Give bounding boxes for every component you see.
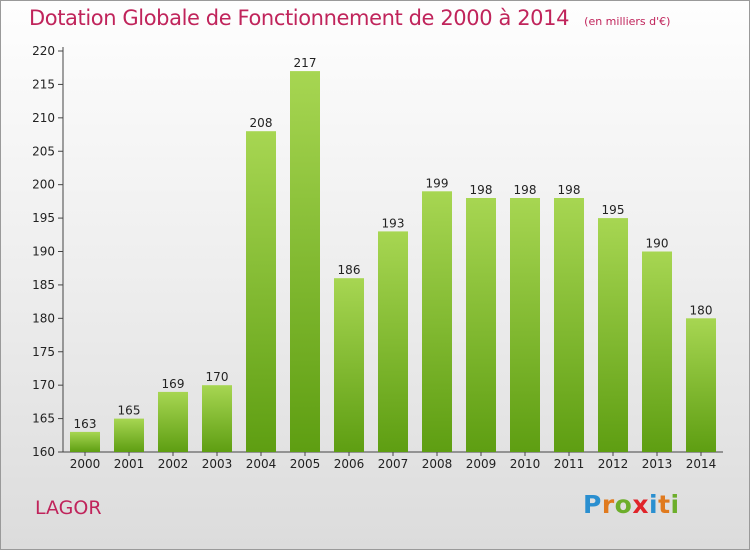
x-tick-label-2013: 2013	[642, 457, 673, 471]
x-tick-label-2005: 2005	[290, 457, 321, 471]
x-tick-label-2014: 2014	[686, 457, 717, 471]
y-tick-label: 195	[32, 211, 55, 225]
y-tick-label: 220	[32, 44, 55, 58]
x-tick-label-2001: 2001	[114, 457, 145, 471]
data-label-2013: 190	[646, 237, 669, 251]
chart-data-labels: 163 165 169 170 208 217 186 193 199 198 198 198 195 1…	[74, 56, 713, 431]
data-label-2006: 186	[338, 263, 361, 277]
data-label-2000: 163	[74, 417, 97, 431]
x-tick-label-2000: 2000	[70, 457, 101, 471]
bar-2001	[114, 418, 144, 452]
chart-title: Dotation Globale de Fonctionnement de 20…	[29, 6, 670, 30]
x-tick-label-2009: 2009	[466, 457, 497, 471]
chart-axes: 160 165 170 175 180 185 190 195 200 205 210 215 220 2…	[32, 44, 723, 471]
bar-2003	[202, 385, 232, 452]
bar-2014	[686, 318, 716, 452]
data-label-2007: 193	[382, 216, 405, 230]
data-label-2008: 199	[426, 176, 449, 190]
data-label-2002: 169	[162, 377, 185, 391]
chart-title-text: Dotation Globale de Fonctionnement de 20…	[29, 6, 570, 30]
bar-2004	[246, 131, 276, 452]
chart-bars	[70, 71, 716, 453]
commune-name: LAGOR	[35, 497, 102, 519]
y-tick-label: 165	[32, 412, 55, 426]
data-label-2009: 198	[470, 183, 493, 197]
data-label-2010: 198	[514, 183, 537, 197]
y-tick-label: 180	[32, 311, 55, 325]
x-tick-label-2010: 2010	[510, 457, 541, 471]
bar-2005	[290, 71, 320, 452]
x-tick-label-2002: 2002	[158, 457, 189, 471]
y-tick-label: 190	[32, 245, 55, 259]
y-tick-label: 210	[32, 111, 55, 125]
x-tick-label-2011: 2011	[554, 457, 585, 471]
data-label-2001: 165	[118, 404, 141, 418]
y-tick-label: 205	[32, 144, 55, 158]
chart-unit-text: (en milliers d'€)	[584, 15, 671, 28]
data-label-2005: 217	[294, 56, 317, 70]
bar-2010	[510, 198, 540, 452]
x-tick-label-2012: 2012	[598, 457, 629, 471]
x-tick-label-2003: 2003	[202, 457, 233, 471]
data-label-2003: 170	[206, 370, 229, 384]
data-label-2012: 195	[602, 203, 625, 217]
proxiti-logo: Proxiti	[583, 490, 680, 519]
x-tick-label-2007: 2007	[378, 457, 409, 471]
data-label-2004: 208	[250, 116, 273, 130]
y-tick-label: 175	[32, 345, 55, 359]
data-label-2014: 180	[690, 303, 713, 317]
bar-2012	[598, 218, 628, 452]
x-tick-label-2004: 2004	[246, 457, 277, 471]
x-tick-label-2008: 2008	[422, 457, 453, 471]
y-tick-label: 160	[32, 445, 55, 459]
bar-2002	[158, 391, 188, 452]
bar-2013	[642, 251, 672, 452]
data-label-2011: 198	[558, 183, 581, 197]
y-tick-label: 215	[32, 77, 55, 91]
y-tick-label: 200	[32, 178, 55, 192]
bar-2008	[422, 191, 452, 453]
bar-2006	[334, 278, 364, 452]
bar-2007	[378, 231, 408, 452]
bar-2000	[70, 431, 100, 452]
y-tick-label: 170	[32, 378, 55, 392]
x-tick-label-2006: 2006	[334, 457, 365, 471]
y-tick-label: 185	[32, 278, 55, 292]
bar-2009	[466, 198, 496, 452]
bar-2011	[554, 198, 584, 452]
